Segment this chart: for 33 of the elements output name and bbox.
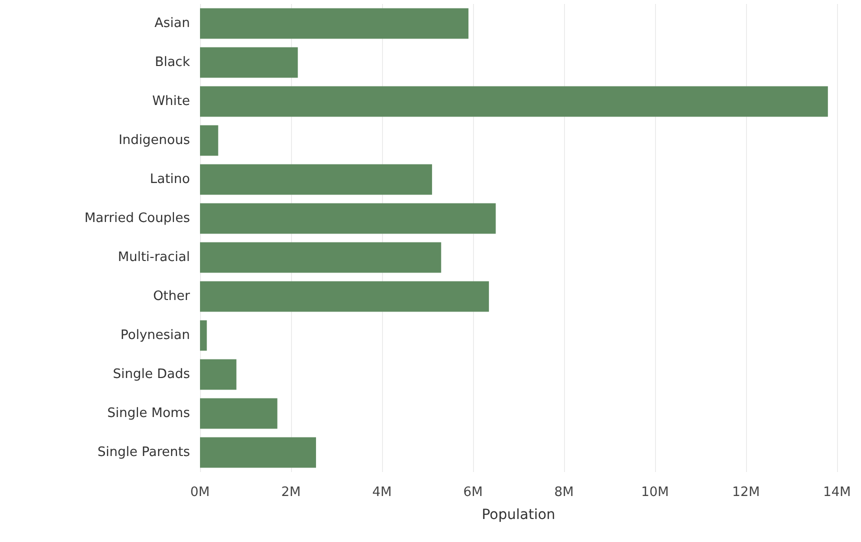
y-tick-label: Latino [150,172,190,187]
y-tick-label: Single Parents [98,445,190,460]
y-tick-label: Other [153,289,191,304]
y-tick-label: Single Dads [112,367,190,382]
x-tick-label: 4M [372,485,392,500]
x-tick-label: 14M [823,485,851,500]
y-tick-label: Polynesian [120,328,190,343]
bar [200,164,432,195]
bar [200,398,278,429]
x-axis-title: Population [482,507,556,523]
y-tick-label: Indigenous [118,133,190,148]
bar [200,8,468,39]
y-tick-label: Black [154,55,190,70]
y-tick-label: Multi-racial [118,250,190,265]
x-tick-label: 8M [554,485,574,500]
x-tick-label: 12M [732,485,760,500]
bar [200,47,298,78]
bar [200,203,496,234]
bar [200,437,316,468]
bar [200,242,442,273]
bar [200,86,828,117]
bar [200,281,489,312]
x-tick-label: 10M [641,485,669,500]
y-tick-label: Asian [154,16,190,31]
bar [200,320,207,351]
x-tick-label: 6M [463,485,483,500]
x-tick-label: 0M [190,485,210,500]
bar [200,359,236,390]
bar [200,125,218,156]
y-tick-label: White [152,94,190,109]
x-tick-label: 2M [281,485,301,500]
y-tick-label: Single Moms [107,406,190,421]
y-tick-label: Married Couples [84,211,190,226]
